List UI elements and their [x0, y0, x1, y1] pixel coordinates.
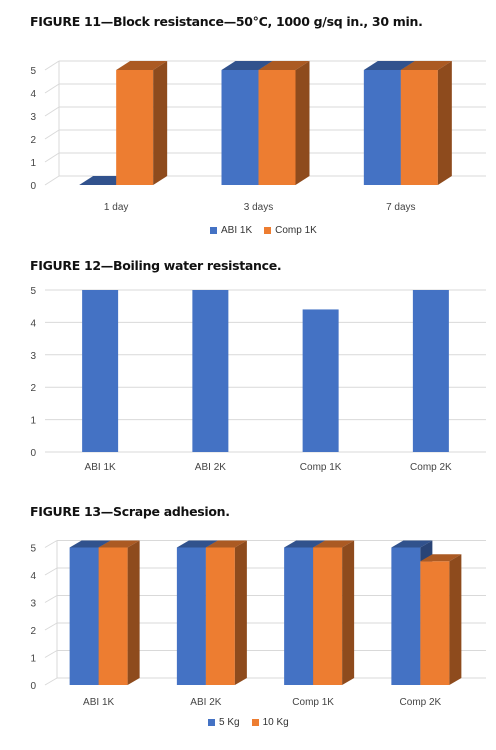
- bar-front: [400, 70, 438, 185]
- bar-side: [342, 540, 355, 685]
- y-tick-label: 1: [30, 416, 36, 427]
- gridline-depth: [44, 60, 60, 71]
- bar-top: [284, 540, 326, 548]
- y-tick-label: 3: [30, 112, 36, 123]
- figure-11-chart: 0 1 2 3 4 5 1 day 3 days 7 days: [30, 60, 486, 213]
- y-tick-label: 5: [30, 286, 36, 297]
- bar-side: [437, 61, 452, 185]
- bar-top: [116, 61, 168, 70]
- bar-front: [69, 547, 99, 685]
- legend-item: Comp 1K: [264, 225, 317, 236]
- bar-front: [363, 70, 401, 185]
- x-tick-label: Comp 1K: [300, 462, 342, 473]
- x-tick-label: ABI 1K: [85, 462, 116, 473]
- y-tick-label: 2: [30, 383, 36, 394]
- figure-12-title: FIGURE 12—Boiling water resistance.: [30, 258, 282, 273]
- gridline-depth: [44, 152, 60, 163]
- legend-swatch: [208, 719, 215, 726]
- legend-swatch: [210, 227, 217, 234]
- bar: [82, 290, 119, 452]
- bar-side: [449, 554, 462, 685]
- y-tick-label: 2: [30, 135, 36, 146]
- bar-top: [69, 540, 111, 548]
- bar-front: [205, 547, 235, 685]
- legend-item: 10 Kg: [251, 717, 289, 728]
- bar: [302, 309, 339, 452]
- legend-label: Comp 1K: [275, 225, 317, 236]
- y-tick-label: 3: [30, 599, 36, 610]
- gridline-depth: [44, 650, 58, 658]
- bar-side: [153, 61, 168, 185]
- legend-swatch: [264, 227, 272, 234]
- bar-side: [127, 540, 140, 685]
- x-tick-label: Comp 2K: [410, 462, 452, 473]
- figure-11-legend: ABI 1K Comp 1K: [210, 225, 325, 236]
- bar-top: [258, 61, 310, 70]
- figure-13-title: FIGURE 13—Scrape adhesion.: [30, 504, 230, 519]
- y-tick-label: 2: [30, 626, 36, 637]
- gridline-depth: [44, 567, 58, 576]
- bar-top: [98, 540, 140, 548]
- bar-top: [420, 554, 462, 562]
- legend-label: ABI 1K: [221, 225, 253, 236]
- bar-top: [221, 61, 273, 70]
- gridline-depth: [44, 622, 58, 631]
- figure-13-legend: 5 Kg 10 Kg: [208, 717, 297, 728]
- y-tick-label: 4: [30, 318, 36, 329]
- gridline-depth: [44, 106, 60, 117]
- y-tick-label: 5: [30, 66, 36, 77]
- bar-front: [391, 547, 421, 685]
- bar-top: [205, 540, 247, 548]
- bar-front: [313, 547, 343, 685]
- gridline-depth: [44, 595, 58, 603]
- gridline-depth: [44, 83, 60, 94]
- bar-front: [284, 547, 314, 685]
- y-tick-label: 0: [30, 681, 36, 692]
- gridline-depth: [44, 175, 60, 186]
- bar-front: [221, 70, 259, 185]
- x-tick-label: 3 days: [244, 202, 273, 213]
- legend-label: 10 Kg: [262, 717, 289, 728]
- legend-swatch: [251, 719, 259, 726]
- bar: [412, 290, 449, 452]
- y-tick-label: 0: [30, 448, 36, 459]
- y-tick-label: 1: [30, 654, 36, 665]
- bar-side: [234, 540, 247, 685]
- y-tick-label: 5: [30, 544, 36, 555]
- y-tick-label: 4: [30, 89, 36, 100]
- x-tick-label: Comp 2K: [400, 697, 442, 708]
- bar-top: [313, 540, 355, 548]
- y-tick-label: 4: [30, 571, 36, 582]
- y-tick-label: 3: [30, 351, 36, 362]
- x-tick-label: ABI 2K: [190, 697, 221, 708]
- y-tick-label: 1: [30, 158, 36, 169]
- x-tick-label: ABI 2K: [195, 462, 226, 473]
- bar-front: [420, 561, 450, 685]
- y-tick-label: 0: [30, 181, 36, 192]
- figure-12-chart: 0 1 2 3 4 5 ABI 1K ABI 2K Comp 1K Comp 2K: [30, 286, 486, 473]
- legend-item: 5 Kg: [208, 717, 240, 728]
- x-tick-label: 1 day: [104, 202, 128, 213]
- legend-item: ABI 1K: [210, 225, 252, 236]
- bar-top: [176, 540, 218, 548]
- bar-top: [363, 61, 415, 70]
- bar-front: [176, 547, 206, 685]
- gridline-depth: [44, 540, 58, 548]
- x-tick-label: ABI 1K: [83, 697, 114, 708]
- figure-13-chart: 0 1 2 3 4 5 ABI 1K ABI 2K Comp 1K Comp 2K: [30, 540, 486, 708]
- bar-top: [400, 61, 452, 70]
- legend-label: 5 Kg: [219, 717, 240, 728]
- x-tick-label: Comp 1K: [292, 697, 334, 708]
- bar-front: [116, 70, 154, 185]
- gridline-depth: [44, 677, 58, 686]
- figure-11-title: FIGURE 11—Block resistance—50°C, 1000 g/…: [30, 14, 423, 29]
- gridline-depth: [44, 129, 60, 140]
- x-tick-label: 7 days: [386, 202, 415, 213]
- bar-front: [258, 70, 296, 185]
- bar-top: [391, 540, 433, 548]
- bar: [192, 290, 229, 452]
- bar-front: [98, 547, 128, 685]
- bar-side: [295, 61, 310, 185]
